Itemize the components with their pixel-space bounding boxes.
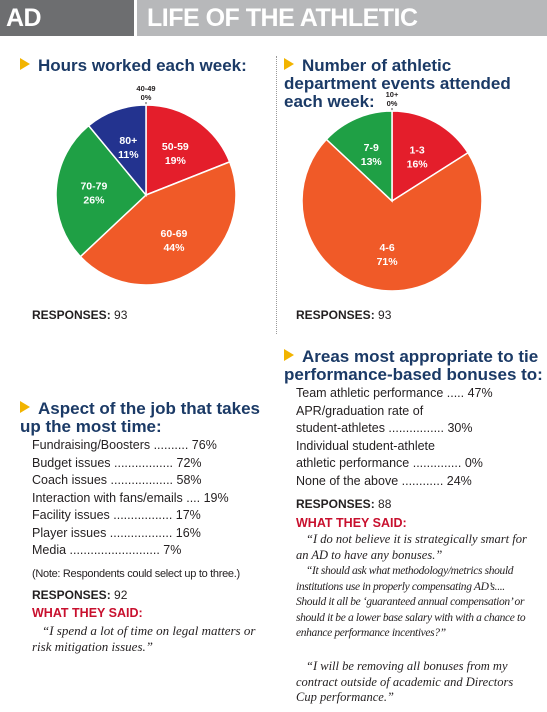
pie-slice-60-69 [79,160,237,286]
pie-label-1-3-pct: 16% [407,158,429,170]
pie-label-10plus-pct: 0% [387,99,398,108]
pie-label-60-69-pct: 44% [163,242,185,254]
aspect-responses: RESPONSES: 92 [32,588,127,602]
bonus-responses-value: 88 [378,497,392,511]
hours-responses: RESPONSES: 93 [32,308,127,322]
aspect-list: Fundraising/Boosters .......... 76% Budg… [32,437,264,560]
aspect-row: Facility issues ................. 17% [32,508,201,522]
events-responses-value: 93 [378,308,392,322]
bonus-quote-2: “It should ask what methodology/metrics … [296,565,526,639]
bonus-row: athletic performance .............. 0% [296,456,483,470]
aspect-row: Fundraising/Boosters .......... 76% [32,438,217,452]
pie-slice-70-79 [55,124,148,258]
aspect-row: Coach issues .................. 58% [32,473,202,487]
header-title: LIFE OF THE ATHLETIC DIRECTOR [137,0,547,68]
bonus-quote-1: “I do not believe it is strategically sm… [296,532,527,562]
aspect-section-title: Aspect of the job that takes up the most… [20,400,270,436]
pie-label-50-59-name: 50-59 [162,141,189,153]
bonus-said-heading: WHAT THEY SAID: [296,516,407,530]
bonus-row: Individual student-athlete [296,438,435,453]
pie-label-4-6-pct: 71% [377,256,399,268]
pie-label-60-69-name: 60-69 [161,228,188,240]
bonus-row: None of the above ............ 24% [296,473,472,488]
arrow-icon [20,58,30,70]
column-divider [276,56,277,334]
pie-label-80plus-name: 80+ [119,135,137,147]
events-responses: RESPONSES: 93 [296,308,391,322]
aspect-note: (Note: Respondents could select up to th… [32,568,240,580]
bonus-list: Team athletic performance ..... 47% APR/… [296,385,522,490]
pie-label-7-9-pct: 13% [361,156,383,168]
bonus-row: student-athletes ................ 30% [296,421,473,435]
pie-label-70-79-name: 70-79 [80,181,107,193]
arrow-icon [284,58,294,70]
arrow-icon [284,349,294,361]
hours-responses-value: 93 [114,308,128,322]
hours-responses-label: RESPONSES: [32,308,111,322]
pie-slice-50-59 [145,104,231,197]
bonus-responses: RESPONSES: 88 [296,497,391,511]
events-responses-label: RESPONSES: [296,308,375,322]
events-title-text: Number of athletic department events att… [284,56,511,111]
aspect-row: Interaction with fans/emails .... 19% [32,490,229,505]
pie-slice-80plus [87,104,147,198]
pie-slice-7-9 [325,110,393,203]
bonus-row: Team athletic performance ..... 47% [296,386,493,400]
aspect-row: Media .......................... 7% [32,543,182,557]
pie-label-10plus-name: 10+ [386,90,399,99]
pie-label-80plus-pct: 11% [118,149,139,161]
aspect-responses-value: 92 [114,588,128,602]
pie-label-50-59-pct: 19% [165,155,187,167]
pie-label-7-9-name: 7-9 [364,142,379,154]
pie-label-40-49-name: 40-49 [136,84,155,93]
aspect-row: Budget issues ................. 72% [32,455,202,470]
bonus-row: APR/graduation rate of [296,403,424,418]
events-pie-chart: 10+0% 1-3 16% 4-6 71% 7-9 13% [301,90,483,292]
pie-slice-1-3 [391,110,470,203]
aspect-quote: “I spend a lot of time on legal matters … [32,623,256,654]
hours-section-title: Hours worked each week: [20,57,270,75]
aspect-responses-label: RESPONSES: [32,588,111,602]
pie-label-40-49-pct: 0% [141,93,152,102]
pie-label-4-6-name: 4-6 [379,242,394,254]
bonus-quote-3: “I will be removing all bonuses from my … [296,659,514,704]
events-section-title: Number of athletic department events att… [284,57,534,111]
arrow-icon [20,401,30,413]
pie-label-70-79-pct: 26% [83,195,105,207]
pie-label-1-3-name: 1-3 [410,144,425,156]
bonus-responses-label: RESPONSES: [296,497,375,511]
hours-pie-chart: 40-490% 50-59 19% 60-69 44% 70-79 26% 80+ 11% [55,84,237,286]
header-survey-label: AD SURVEY [0,0,134,68]
bonus-title-text: Areas most appropriate to tie performanc… [284,347,543,384]
bonus-section-title: Areas most appropriate to tie performanc… [284,348,544,384]
aspect-title-text: Aspect of the job that takes up the most… [20,399,260,436]
hours-title-text: Hours worked each week: [38,56,247,75]
pie-slice-4-6 [301,138,483,292]
aspect-row: Player issues .................. 16% [32,525,201,540]
aspect-said-heading: WHAT THEY SAID: [32,606,143,620]
